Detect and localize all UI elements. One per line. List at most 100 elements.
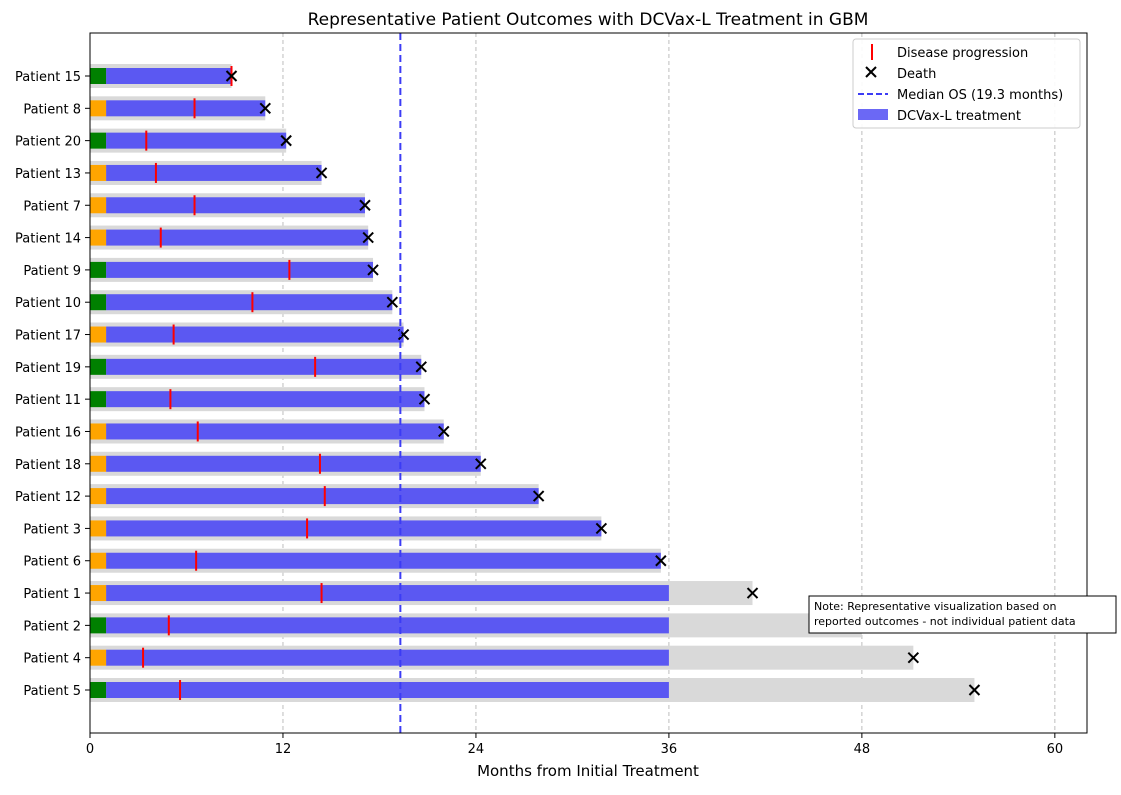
initial-treatment-marker [90,132,107,149]
death-marker-stroke [315,167,328,179]
treatment-bar [106,294,393,311]
death-marker-stroke [280,134,292,147]
treatment-bar [106,455,481,472]
treatment-bar [106,229,369,246]
initial-treatment-marker [90,391,107,408]
initial-treatment-marker [90,100,107,117]
y-tick-label: Patient 11 [15,393,81,408]
x-axis-label: Months from Initial Treatment [477,762,699,780]
y-tick-label: Patient 2 [23,619,81,634]
x-tick-label: 24 [468,742,485,757]
legend: Disease progression Death Median OS (19.… [852,38,1081,129]
death-marker-stroke [438,425,450,438]
initial-treatment-marker [90,358,107,375]
treatment-bar [106,68,232,84]
note-line-2: reported outcomes - not individual patie… [814,615,1076,628]
death-marker-stroke [532,490,545,502]
death-marker-stroke [225,70,238,82]
note-line-1: Note: Representative visualization based… [814,600,1056,613]
y-tick-label: Patient 9 [23,264,81,279]
initial-treatment-marker [90,617,107,634]
death-marker [362,231,374,244]
death-marker [438,425,450,438]
y-tick-label: Patient 17 [15,329,81,344]
treatment-bar [106,617,669,634]
death-marker [475,458,487,470]
death-marker [418,393,431,405]
death-marker [315,167,328,179]
initial-treatment-marker [90,552,107,569]
y-tick-label: Patient 13 [15,167,81,182]
note-box: Note: Representative visualization based… [808,595,1117,634]
y-tick-label: Patient 16 [15,425,81,440]
death-marker [532,490,545,502]
death-marker-stroke [415,361,427,373]
legend-median-label: Median OS (19.3 months) [897,88,1063,103]
y-tick-label: Patient 5 [23,684,81,699]
y-tick-label: Patient 15 [15,70,81,85]
death-marker [386,296,399,308]
treatment-bar [106,585,669,602]
death-marker [746,587,759,599]
initial-treatment-marker [90,423,107,440]
y-tick-label: Patient 3 [23,522,81,537]
treatment-bar [106,520,602,537]
death-marker [280,134,292,147]
death-marker-stroke [907,651,920,664]
plot-area: Patient 15 Patient 8 Patient 20 Patient 13 P… [15,32,1088,757]
y-tick-label: Patient 8 [23,102,81,117]
legend-death-label: Death [897,67,936,82]
death-marker [415,361,427,373]
treatment-bar [106,488,539,505]
treatment-bar [106,391,425,408]
death-marker-stroke [746,587,759,599]
initial-treatment-marker [90,520,107,537]
treatment-bar [106,197,365,214]
death-marker-stroke [475,458,487,470]
death-marker-stroke [359,199,371,211]
initial-treatment-marker [90,164,107,181]
death-marker-stroke [655,555,667,567]
initial-treatment-marker [90,649,107,666]
death-marker [595,522,608,535]
death-marker-stroke [595,522,608,535]
initial-treatment-marker [90,585,107,602]
legend-progression-label: Disease progression [897,46,1028,61]
death-marker [907,651,920,664]
y-tick-label: Patient 12 [15,490,81,505]
y-tick-label: Patient 7 [23,199,81,214]
x-tick-label: 12 [275,742,292,757]
death-marker-stroke [386,296,399,308]
y-tick-label: Patient 4 [23,652,81,667]
treatment-bar [106,423,444,440]
y-tick-label: Patient 19 [15,361,81,376]
death-marker-stroke [362,231,374,244]
y-tick-label: Patient 10 [15,296,81,311]
initial-treatment-marker [90,229,107,246]
legend-treatment-swatch [858,109,888,120]
death-marker-stroke [968,684,981,696]
death-marker [655,555,667,567]
treatment-bar [106,358,422,375]
initial-treatment-marker [90,294,107,311]
y-tick-label: Patient 14 [15,232,81,247]
y-tick-label: Patient 20 [15,135,81,150]
initial-treatment-marker [90,68,107,84]
death-marker [367,264,379,276]
treatment-bar [106,326,404,343]
x-tick-label: 60 [1047,742,1064,757]
legend-death-marker [865,66,877,78]
initial-treatment-marker [90,488,107,505]
initial-treatment-marker [90,326,107,343]
x-tick-label: 36 [661,742,678,757]
treatment-bar [106,649,669,666]
death-marker [359,199,371,211]
y-tick-label: Patient 18 [15,458,81,473]
death-marker-stroke [259,102,271,115]
initial-treatment-marker [90,455,107,472]
chart-title: Representative Patient Outcomes with DCV… [308,10,869,30]
treatment-bar [106,164,322,181]
legend-treatment-label: DCVax-L treatment [897,109,1021,124]
